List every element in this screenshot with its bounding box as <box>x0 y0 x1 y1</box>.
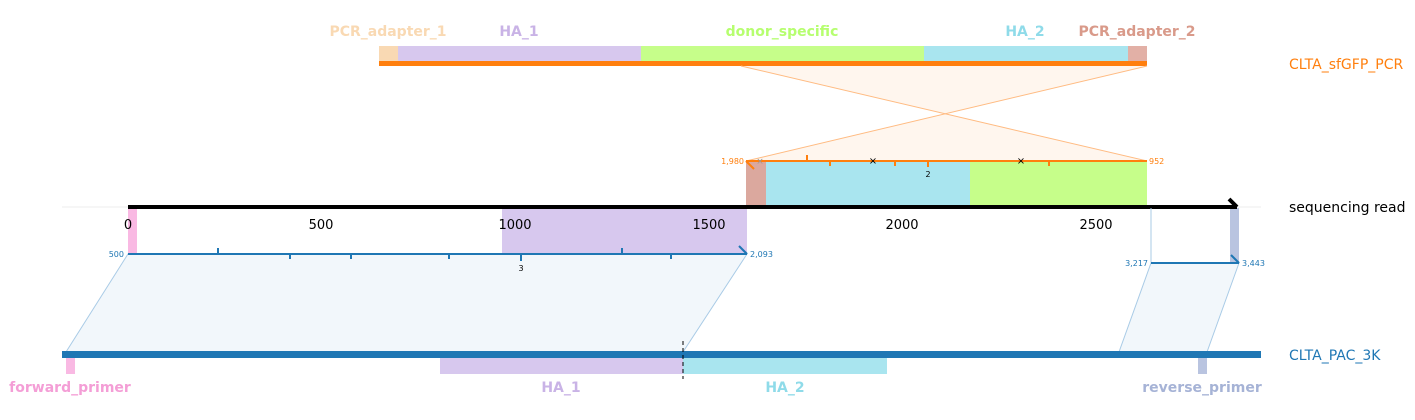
genome-right-alignment-arrow <box>1230 254 1240 264</box>
axis-tick-2500: 2500 <box>1079 218 1112 233</box>
donor-alignment: × × × 1,980 952 2 <box>721 155 1164 179</box>
axis-tick-0: 0 <box>124 218 132 233</box>
donor-label-donor-specific: donor_specific <box>726 24 839 40</box>
mismatch-mark-1: × <box>756 157 764 167</box>
donor-track-name: CLTA_sfGFP_PCR <box>1289 57 1403 73</box>
genome-feature-reverse-primer <box>1198 356 1207 374</box>
read-track: 0 500 1000 1500 2000 2500 sequencing rea… <box>62 197 1405 263</box>
genome-left-edit-count: 3 <box>518 264 523 273</box>
read-feature-pcr-adapter-2 <box>746 161 766 207</box>
genome-left-start: 500 <box>109 250 124 259</box>
donor-track: PCR_adapter_1 HA_1 donor_specific HA_2 P… <box>329 24 1403 73</box>
read-feature-donor-specific <box>970 161 1147 207</box>
mismatch-mark-3: × <box>1017 156 1025 167</box>
donor-label-ha-2: HA_2 <box>1005 24 1044 40</box>
read-direction-arrow <box>1227 197 1239 209</box>
donor-projection <box>740 65 1148 162</box>
donor-alignment-end: 952 <box>1149 157 1164 166</box>
genome-feature-ha-1 <box>440 356 683 374</box>
genome-left-alignment-arrow <box>738 245 748 255</box>
donor-label-pcr-adapter-1: PCR_adapter_1 <box>329 24 446 40</box>
read-feature-ha-1 <box>502 208 747 254</box>
donor-projection-edge-1 <box>740 65 1148 162</box>
genome-label-forward-primer: forward_primer <box>9 380 131 396</box>
read-track-name: sequencing read <box>1289 200 1405 216</box>
read-axis-ticks: 0 500 1000 1500 2000 2500 <box>124 218 1113 233</box>
axis-tick-500: 500 <box>309 218 334 233</box>
donor-alignment-arrow <box>745 160 755 170</box>
genome-label-ha-1: HA_1 <box>541 380 580 396</box>
genome-label-ha-2: HA_2 <box>765 380 804 396</box>
axis-tick-1500: 1500 <box>692 218 725 233</box>
donor-alignment-start: 1,980 <box>721 157 744 166</box>
genome-right-projection <box>1118 262 1240 353</box>
genome-sequence-bar <box>62 351 1261 358</box>
genome-left-alignment: 500 2,093 3 <box>65 245 773 353</box>
genome-right-alignment: 3,217 3,443 <box>1118 208 1265 353</box>
donor-alignment-edit-count: 2 <box>925 170 930 179</box>
genome-left-projection <box>65 253 748 353</box>
mismatch-mark-2: × <box>869 156 877 167</box>
read-feature-forward-primer <box>128 208 137 254</box>
genome-feature-ha-2 <box>683 356 887 374</box>
genome-left-end: 2,093 <box>750 250 773 259</box>
donor-feature-ha-1 <box>398 46 641 62</box>
read-feature-reverse-primer <box>1230 208 1239 263</box>
donor-projection-edge-2 <box>745 65 1148 162</box>
axis-tick-2000: 2000 <box>885 218 918 233</box>
genome-feature-forward-primer <box>66 356 75 374</box>
read-feature-ha-2 <box>766 161 970 207</box>
genome-track: forward_primer HA_1 HA_2 reverse_primer … <box>9 341 1381 396</box>
genome-label-reverse-primer: reverse_primer <box>1142 380 1262 396</box>
genome-right-end: 3,443 <box>1242 259 1265 268</box>
genome-left-ticks <box>217 248 672 261</box>
donor-feature-donor-specific <box>641 46 924 62</box>
donor-alignment-ticks <box>806 155 1050 167</box>
donor-feature-ha-2 <box>924 46 1128 62</box>
donor-label-pcr-adapter-2: PCR_adapter_2 <box>1078 24 1195 40</box>
axis-tick-1000: 1000 <box>498 218 531 233</box>
donor-feature-pcr-adapter-1 <box>379 46 398 62</box>
donor-label-ha-1: HA_1 <box>499 24 538 40</box>
genome-right-start: 3,217 <box>1125 259 1148 268</box>
donor-sequence-bar <box>379 61 1147 66</box>
donor-feature-pcr-adapter-2 <box>1128 46 1147 62</box>
genome-track-name: CLTA_PAC_3K <box>1289 348 1381 364</box>
